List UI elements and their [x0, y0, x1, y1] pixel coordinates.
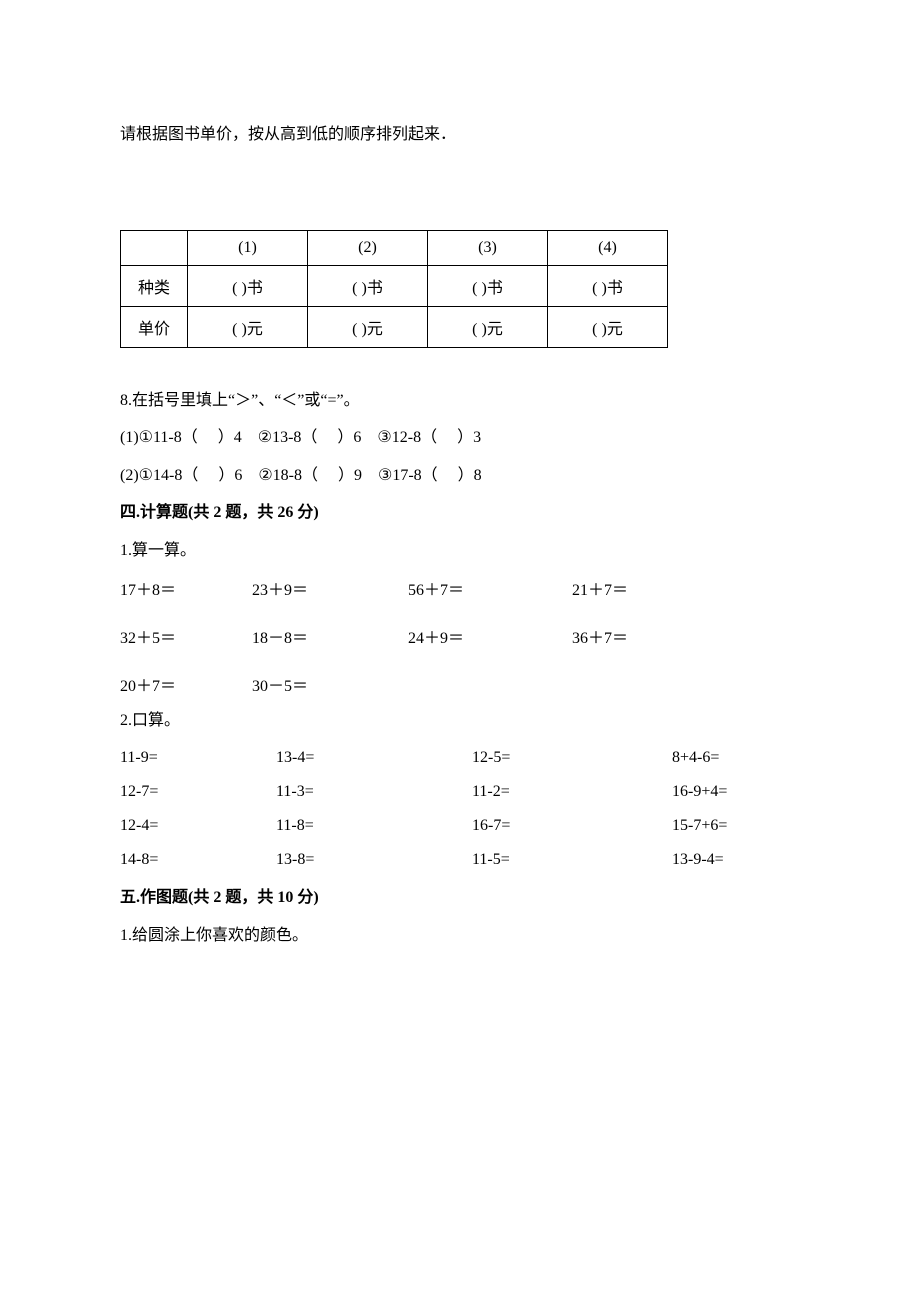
mc-cell: 11-8= — [276, 817, 472, 835]
cell: ( )书 — [428, 265, 548, 306]
s5-q1-title: 1.给圆涂上你喜欢的颜色。 — [120, 923, 800, 949]
q8-row1: (1)①11-8（ ）4 ②13-8（ ）6 ③12-8（ ）3 — [120, 425, 800, 451]
calc-row: 32＋5＝ 18－8＝ 24＋9＝ 36＋7＝ — [120, 624, 800, 648]
section5-heading: 五.作图题(共 2 题，共 10 分) — [120, 885, 800, 911]
cell: ( )书 — [188, 265, 308, 306]
s4-q2-grid: 11-9= 13-4= 12-5= 8+4-6= 12-7= 11-3= 11-… — [120, 749, 800, 869]
s4-q1-grid: 17＋8＝ 23＋9＝ 56＋7＝ 21＋7＝ 32＋5＝ 18－8＝ 24＋9… — [120, 576, 800, 696]
mc-cell: 12-4= — [120, 817, 276, 835]
table-row: 种类 ( )书 ( )书 ( )书 ( )书 — [121, 265, 668, 306]
th-2: (2) — [308, 230, 428, 265]
q8-row2: (2)①14-8（ ）6 ②18-8（ ）9 ③17-8（ ）8 — [120, 463, 800, 489]
mc-cell: 11-2= — [472, 783, 672, 801]
spacer — [120, 160, 800, 190]
mc-cell: 12-7= — [120, 783, 276, 801]
calc-cell: 17＋8＝ — [120, 576, 252, 600]
mc-cell: 12-5= — [472, 749, 672, 767]
mc-cell: 15-7+6= — [672, 817, 792, 835]
calc-cell: 23＋9＝ — [252, 576, 408, 600]
calc-row: 17＋8＝ 23＋9＝ 56＋7＝ 21＋7＝ — [120, 576, 800, 600]
cell: ( )元 — [548, 306, 668, 347]
calc-cell: 20＋7＝ — [120, 672, 252, 696]
calc-cell: 56＋7＝ — [408, 576, 572, 600]
page-container: 请根据图书单价，按从高到低的顺序排列起来． (1) (2) (3) (4) 种类… — [0, 0, 920, 1302]
calc-cell: 36＋7＝ — [572, 624, 712, 648]
mc-cell: 16-7= — [472, 817, 672, 835]
mc-row: 11-9= 13-4= 12-5= 8+4-6= — [120, 749, 800, 767]
mc-cell: 14-8= — [120, 851, 276, 869]
row-label: 单价 — [121, 306, 188, 347]
calc-cell: 21＋7＝ — [572, 576, 712, 600]
calc-cell — [408, 672, 572, 696]
th-blank — [121, 230, 188, 265]
mc-cell: 11-9= — [120, 749, 276, 767]
calc-cell — [572, 672, 712, 696]
q8-title: 8.在括号里填上“＞”、“＜”或“=”。 — [120, 388, 800, 414]
mc-cell: 11-5= — [472, 851, 672, 869]
mc-cell: 13-8= — [276, 851, 472, 869]
mc-cell: 11-3= — [276, 783, 472, 801]
th-4: (4) — [548, 230, 668, 265]
cell: ( )书 — [308, 265, 428, 306]
cell: ( )书 — [548, 265, 668, 306]
price-table: (1) (2) (3) (4) 种类 ( )书 ( )书 ( )书 ( )书 单… — [120, 230, 668, 348]
calc-cell: 30－5＝ — [252, 672, 408, 696]
mc-cell: 8+4-6= — [672, 749, 792, 767]
s4-q2-title: 2.口算。 — [120, 708, 800, 734]
calc-row: 20＋7＝ 30－5＝ — [120, 672, 800, 696]
calc-cell: 18－8＝ — [252, 624, 408, 648]
mc-cell: 13-9-4= — [672, 851, 792, 869]
cell: ( )元 — [188, 306, 308, 347]
cell: ( )元 — [308, 306, 428, 347]
s4-q1-title: 1.算一算。 — [120, 538, 800, 564]
section4-heading: 四.计算题(共 2 题，共 26 分) — [120, 500, 800, 526]
table-header-row: (1) (2) (3) (4) — [121, 230, 668, 265]
mc-row: 14-8= 13-8= 11-5= 13-9-4= — [120, 851, 800, 869]
mc-row: 12-4= 11-8= 16-7= 15-7+6= — [120, 817, 800, 835]
intro-text: 请根据图书单价，按从高到低的顺序排列起来． — [120, 122, 800, 148]
cell: ( )元 — [428, 306, 548, 347]
mc-cell: 13-4= — [276, 749, 472, 767]
table-row: 单价 ( )元 ( )元 ( )元 ( )元 — [121, 306, 668, 347]
mc-row: 12-7= 11-3= 11-2= 16-9+4= — [120, 783, 800, 801]
calc-cell: 24＋9＝ — [408, 624, 572, 648]
mc-cell: 16-9+4= — [672, 783, 792, 801]
th-1: (1) — [188, 230, 308, 265]
th-3: (3) — [428, 230, 548, 265]
row-label: 种类 — [121, 265, 188, 306]
calc-cell: 32＋5＝ — [120, 624, 252, 648]
